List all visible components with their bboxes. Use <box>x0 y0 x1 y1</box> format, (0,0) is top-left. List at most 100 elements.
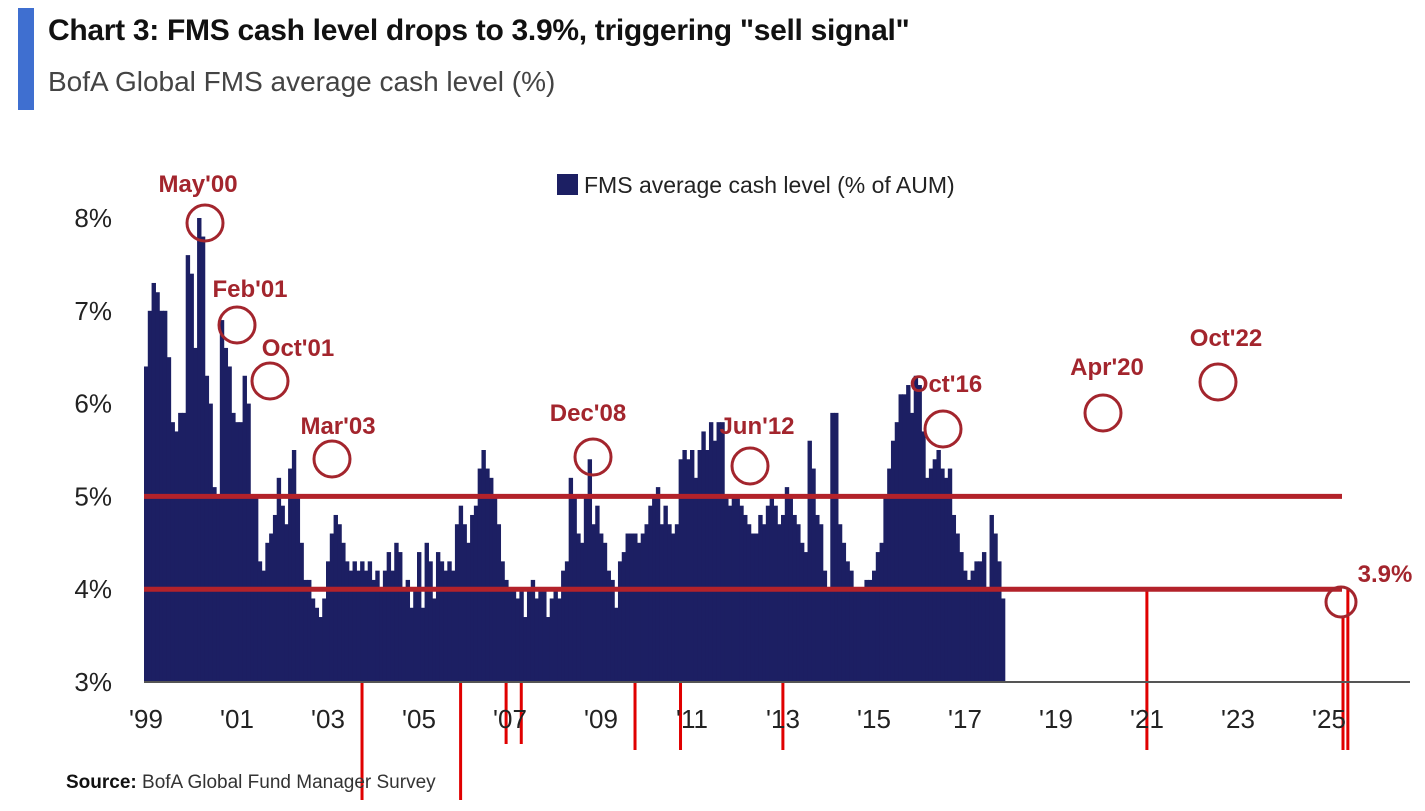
bar <box>360 561 365 682</box>
bar <box>329 533 335 682</box>
bar <box>970 570 975 682</box>
bar <box>288 468 293 682</box>
bar <box>257 561 263 682</box>
bar <box>792 514 797 682</box>
bar <box>989 514 994 682</box>
bar <box>265 542 270 682</box>
bar <box>367 561 373 682</box>
bar <box>803 552 809 682</box>
bar <box>959 552 964 682</box>
bar <box>189 273 194 682</box>
bar <box>231 412 236 682</box>
bar <box>909 412 915 682</box>
annotation-label: Oct'16 <box>910 371 982 398</box>
bar <box>284 524 289 682</box>
bar <box>420 607 426 682</box>
annotation-circle <box>730 446 770 486</box>
bar <box>591 524 596 682</box>
bar <box>481 450 486 682</box>
bar <box>830 412 835 682</box>
bar <box>174 431 179 682</box>
annotation-circle <box>312 439 352 479</box>
bar <box>398 552 403 682</box>
annotation-circle <box>923 409 963 449</box>
bar <box>458 505 464 682</box>
annotations: May'00 Feb'01 Oct'01 Mar'03 Dec'08 Jun'12 Oct'… <box>158 171 1413 619</box>
legend-label: FMS average cash level (% of AUM) <box>584 172 955 198</box>
bar <box>743 514 748 682</box>
bar <box>326 561 331 682</box>
bar <box>439 561 445 682</box>
bar <box>428 561 433 682</box>
bar <box>629 533 634 682</box>
bar <box>811 468 816 682</box>
bar <box>333 514 338 682</box>
annotation-circle <box>1198 362 1238 402</box>
bar <box>716 422 721 682</box>
bar <box>443 570 448 682</box>
bar <box>853 589 858 682</box>
bar <box>758 514 763 682</box>
bar <box>405 579 411 682</box>
bar <box>606 570 611 682</box>
x-tick-label: '13 <box>766 704 800 734</box>
bar <box>765 505 771 682</box>
x-tick-label: '19 <box>1039 704 1073 734</box>
bar <box>595 505 600 682</box>
bar <box>936 450 941 682</box>
bar <box>181 412 187 682</box>
bar <box>963 570 968 682</box>
bar <box>868 579 873 682</box>
bar <box>602 542 608 682</box>
bar <box>898 394 903 682</box>
bar <box>197 218 202 682</box>
bar <box>508 589 513 682</box>
bar <box>200 236 206 682</box>
bar <box>940 468 945 682</box>
bar <box>894 422 900 682</box>
bar <box>890 440 896 682</box>
bar <box>553 589 558 682</box>
bar <box>944 477 949 682</box>
bar <box>344 561 350 682</box>
bar <box>690 450 695 682</box>
bar <box>432 598 437 682</box>
bar <box>633 533 638 682</box>
bar <box>299 542 304 682</box>
annotation-circle <box>573 437 613 477</box>
bar <box>887 468 892 682</box>
bar <box>925 477 930 682</box>
bar <box>671 533 676 682</box>
bar <box>705 450 710 682</box>
annotation-label: Oct'22 <box>1190 325 1262 352</box>
bar <box>720 422 725 682</box>
annotation-label: 3.9% <box>1358 561 1413 588</box>
bar <box>777 524 782 682</box>
bar <box>204 375 210 682</box>
bar <box>515 598 520 682</box>
bar <box>291 450 297 682</box>
bar <box>902 394 907 682</box>
bar <box>151 282 156 682</box>
bar <box>739 505 744 682</box>
threshold-lines <box>144 493 1342 592</box>
annotation-circle <box>1083 393 1123 433</box>
annotation-label: Feb'01 <box>212 276 287 303</box>
bar <box>928 468 934 682</box>
bar <box>235 422 240 682</box>
bar <box>314 607 320 682</box>
bar <box>727 505 733 682</box>
bar <box>997 561 1002 682</box>
bar <box>754 533 759 682</box>
bar <box>227 366 232 682</box>
bar <box>523 617 528 682</box>
y-tick-label: 5% <box>74 481 112 511</box>
bar <box>545 617 551 682</box>
bar <box>781 514 786 682</box>
axes: 3% 4% 5% 6% 7% 8% '99 '01 '03 '05 '07 '09 '11 '13 '15 '… <box>74 203 1410 734</box>
bar <box>390 570 395 682</box>
annotation-circle <box>250 361 290 401</box>
bar <box>985 589 991 682</box>
bar <box>223 347 229 682</box>
bar <box>557 598 562 682</box>
